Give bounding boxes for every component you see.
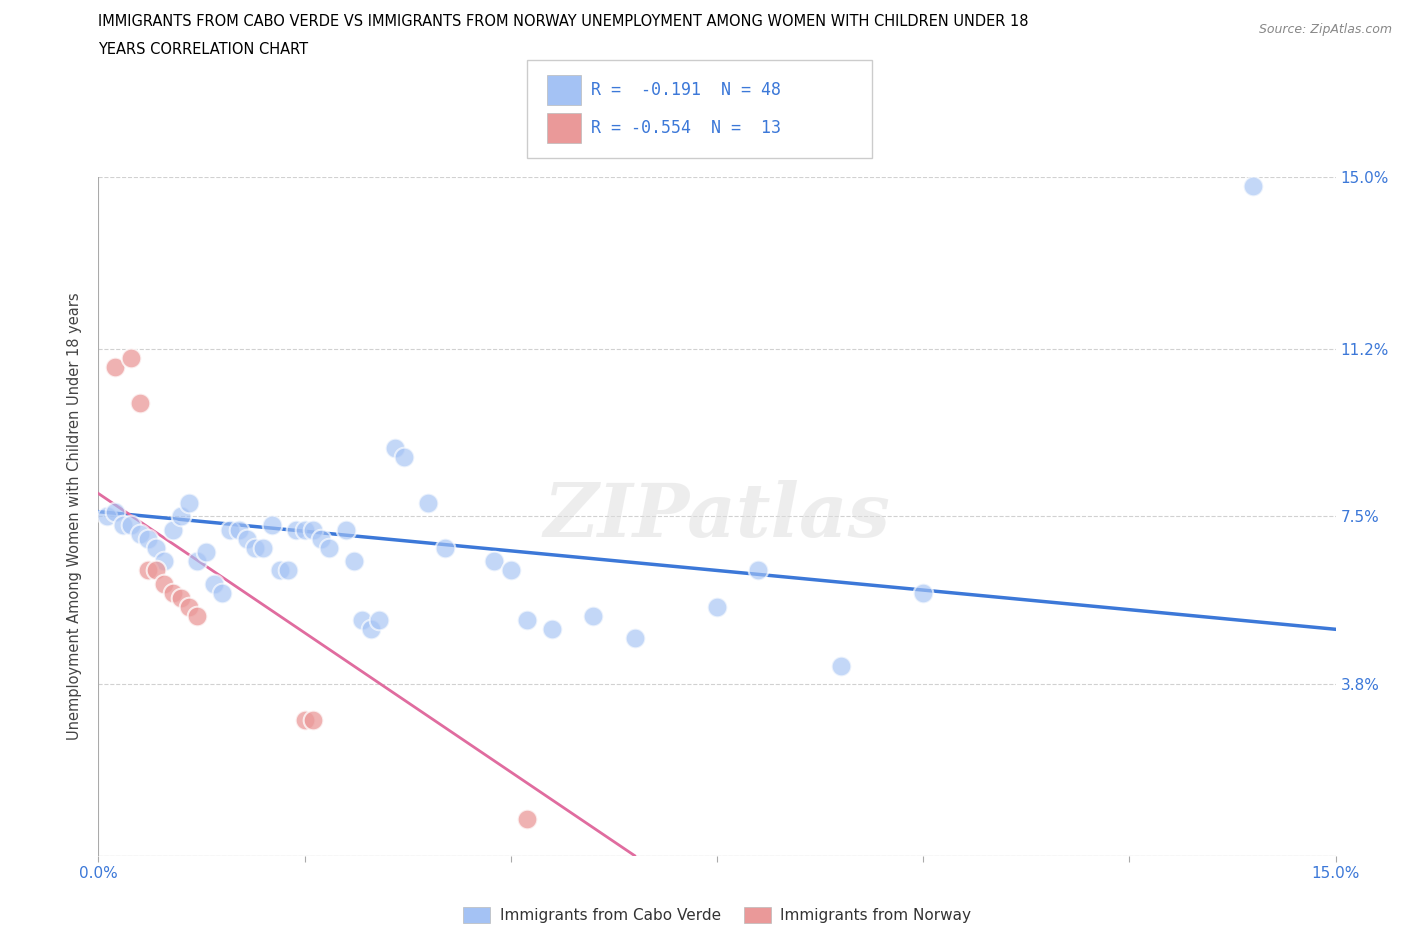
Point: [202, 577, 225, 591]
Text: YEARS CORRELATION CHART: YEARS CORRELATION CHART: [98, 42, 308, 57]
Y-axis label: Unemployment Among Women with Children Under 18 years: Unemployment Among Women with Children U…: [67, 292, 83, 740]
Point: [128, 526, 150, 541]
Point: [706, 599, 728, 614]
Text: R =  -0.191  N = 48: R = -0.191 N = 48: [591, 81, 780, 100]
Text: R = -0.554  N =  13: R = -0.554 N = 13: [591, 119, 780, 138]
Point: [153, 577, 176, 591]
Point: [145, 563, 167, 578]
Point: [912, 586, 935, 601]
Text: ZIPatlas: ZIPatlas: [544, 480, 890, 552]
Point: [136, 563, 159, 578]
Point: [516, 613, 538, 628]
Point: [747, 563, 769, 578]
Legend: Immigrants from Cabo Verde, Immigrants from Norway: Immigrants from Cabo Verde, Immigrants f…: [457, 900, 977, 929]
Point: [309, 531, 332, 546]
Point: [179, 495, 201, 510]
Point: [499, 563, 522, 578]
Point: [186, 554, 208, 569]
Point: [104, 359, 127, 374]
Point: [302, 712, 325, 727]
Point: [219, 523, 242, 538]
Point: [128, 395, 150, 410]
Point: [516, 812, 538, 827]
Point: [343, 554, 366, 569]
Point: [360, 622, 382, 637]
Point: [186, 608, 208, 623]
Point: [120, 518, 142, 533]
Point: [384, 441, 406, 456]
Point: [285, 523, 308, 538]
Point: [582, 608, 605, 623]
Point: [228, 523, 250, 538]
Point: [277, 563, 299, 578]
Point: [236, 531, 259, 546]
Point: [112, 518, 135, 533]
Point: [120, 351, 142, 365]
Point: [162, 586, 184, 601]
Point: [418, 495, 440, 510]
Point: [136, 531, 159, 546]
Point: [153, 554, 176, 569]
Point: [830, 658, 852, 673]
Point: [318, 540, 340, 555]
Point: [484, 554, 506, 569]
Text: IMMIGRANTS FROM CABO VERDE VS IMMIGRANTS FROM NORWAY UNEMPLOYMENT AMONG WOMEN WI: IMMIGRANTS FROM CABO VERDE VS IMMIGRANTS…: [98, 14, 1029, 29]
Point: [367, 613, 389, 628]
Point: [145, 540, 167, 555]
Point: [170, 509, 193, 524]
Point: [260, 518, 283, 533]
Text: Source: ZipAtlas.com: Source: ZipAtlas.com: [1258, 23, 1392, 36]
Point: [335, 523, 357, 538]
Point: [294, 712, 316, 727]
Point: [392, 450, 415, 465]
Point: [541, 622, 564, 637]
Point: [433, 540, 456, 555]
Point: [179, 599, 201, 614]
Point: [96, 509, 118, 524]
Point: [252, 540, 274, 555]
Point: [104, 504, 127, 519]
Point: [1241, 179, 1264, 193]
Point: [211, 586, 233, 601]
Point: [243, 540, 266, 555]
Point: [623, 631, 645, 645]
Point: [170, 591, 193, 605]
Point: [194, 545, 217, 560]
Point: [269, 563, 291, 578]
Point: [352, 613, 374, 628]
Point: [294, 523, 316, 538]
Point: [162, 523, 184, 538]
Point: [302, 523, 325, 538]
